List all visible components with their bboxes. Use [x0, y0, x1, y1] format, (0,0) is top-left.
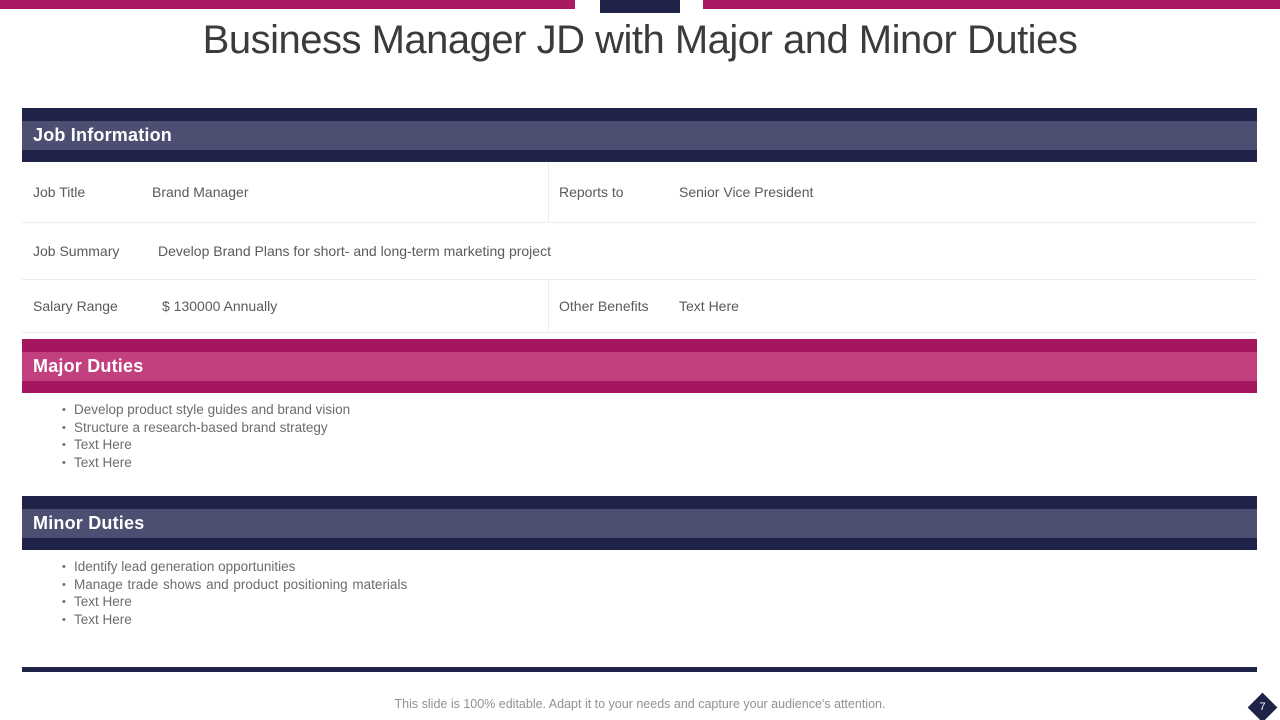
major-duties-header-label: Major Duties: [22, 352, 1257, 381]
table-row-salary-range: Salary Range $ 130000 Annually Other Ben…: [22, 280, 1257, 333]
job-summary-cell: Job Summary Develop Brand Plans for shor…: [22, 223, 1257, 279]
page-number-badge: 7: [1247, 692, 1278, 720]
major-duty-item: Text Here: [62, 454, 1257, 472]
reports-to-value: Senior Vice President: [679, 184, 814, 200]
table-row-job-title: Job Title Brand Manager Reports to Senio…: [22, 162, 1257, 223]
minor-duty-item: Identify lead generation opportunities: [62, 558, 1257, 576]
table-bottom-border: [22, 667, 1257, 672]
page-number: 7: [1259, 701, 1266, 713]
job-title-cell: Job Title Brand Manager: [22, 162, 549, 222]
section-gap: [22, 333, 1257, 339]
minor-duties-list: Identify lead generation opportunities M…: [22, 550, 1257, 644]
other-benefits-cell: Other Benefits Text Here: [549, 280, 1257, 332]
other-benefits-label: Other Benefits: [559, 298, 649, 314]
minor-duties-header: Minor Duties: [22, 496, 1257, 550]
top-accent-bar-left: [0, 0, 575, 9]
minor-duty-item: Text Here: [62, 611, 1257, 629]
top-accent-bar-right: [703, 0, 1280, 9]
slide-title: Business Manager JD with Major and Minor…: [202, 18, 1078, 62]
job-information-header: Job Information: [22, 108, 1257, 162]
header-strip: [22, 381, 1257, 393]
header-strip: [22, 339, 1257, 352]
header-strip: [22, 150, 1257, 162]
major-duty-item: Structure a research-based brand strateg…: [62, 419, 1257, 437]
table-row-job-summary: Job Summary Develop Brand Plans for shor…: [22, 223, 1257, 280]
major-duties-header: Major Duties: [22, 339, 1257, 393]
reports-to-label: Reports to: [559, 184, 624, 200]
header-strip: [22, 496, 1257, 509]
salary-range-value: $ 130000 Annually: [162, 298, 278, 314]
job-title-label: Job Title: [33, 184, 86, 200]
header-strip: [22, 108, 1257, 121]
salary-range-cell: Salary Range $ 130000 Annually: [22, 280, 549, 332]
section-gap: [22, 494, 1257, 496]
minor-duty-item: Manage trade shows and product positioni…: [62, 576, 1257, 594]
minor-duties-header-label: Minor Duties: [22, 509, 1257, 538]
footer-note: This slide is 100% editable. Adapt it to…: [394, 697, 886, 711]
job-title-value: Brand Manager: [152, 184, 249, 200]
top-accent-bar-center: [600, 0, 680, 13]
major-duty-item: Text Here: [62, 436, 1257, 454]
other-benefits-value: Text Here: [679, 298, 739, 314]
reports-to-cell: Reports to Senior Vice President: [549, 162, 1257, 222]
job-description-table: Job Information Job Title Brand Manager …: [22, 108, 1257, 672]
major-duty-item: Develop product style guides and brand v…: [62, 401, 1257, 419]
job-summary-label: Job Summary: [33, 243, 120, 259]
job-information-header-label: Job Information: [22, 121, 1257, 150]
salary-range-label: Salary Range: [33, 298, 118, 314]
header-strip: [22, 538, 1257, 550]
major-duties-list: Develop product style guides and brand v…: [22, 393, 1257, 494]
job-summary-value: Develop Brand Plans for short- and long-…: [158, 243, 551, 259]
minor-duty-item: Text Here: [62, 593, 1257, 611]
